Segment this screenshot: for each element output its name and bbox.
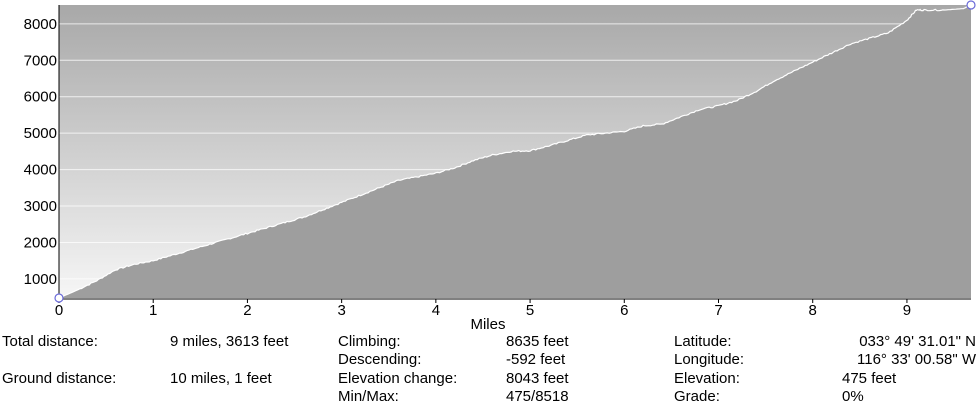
y-tick-label-4000: 4000	[24, 162, 57, 179]
y-tick-label-6000: 6000	[24, 89, 57, 106]
elevation-line	[58, 4, 972, 299]
grade-label: Grade:	[674, 388, 720, 405]
y-tick-label-2000: 2000	[24, 234, 57, 251]
y-tick-label-3000: 3000	[24, 198, 57, 215]
grade-value: 0%	[842, 388, 864, 405]
climbing-label: Climbing:	[338, 333, 401, 350]
y-tick-label-8000: 8000	[24, 16, 57, 33]
y-tick-label-5000: 5000	[24, 125, 57, 142]
longitude-label: Longitude:	[674, 351, 745, 368]
total-distance-value: 9 miles, 3613 feet	[170, 333, 289, 350]
elevation-value: 475 feet	[842, 370, 897, 387]
x-tick-label-5: 5	[526, 302, 534, 319]
descending-value: -592 feet	[506, 351, 566, 368]
y-tick-label-1000: 1000	[24, 271, 57, 288]
x-tick-label-4: 4	[432, 302, 440, 319]
minmax-value: 475/8518	[506, 388, 569, 405]
start-marker	[54, 293, 64, 303]
x-tick-label-0: 0	[55, 302, 63, 319]
x-tick-label-9: 9	[903, 302, 911, 319]
climbing-value: 8635 feet	[506, 333, 569, 350]
minmax-label: Min/Max:	[338, 388, 399, 405]
ground-distance-label: Ground distance:	[2, 370, 117, 387]
x-tick-label-7: 7	[714, 302, 722, 319]
y-tick-label-7000: 7000	[24, 52, 57, 69]
x-axis-title: Miles	[470, 316, 505, 331]
ground-distance-value: 10 miles, 1 feet	[170, 370, 272, 387]
x-tick-label-3: 3	[337, 302, 345, 319]
total-distance-label: Total distance:	[2, 333, 98, 350]
elevation-change-label: Elevation change:	[338, 370, 458, 387]
longitude-value: 116° 33' 00.58" W	[857, 351, 976, 368]
elevation-label: Elevation:	[674, 370, 740, 387]
stats-panel: Total distance: 9 miles, 3613 feet Groun…	[0, 331, 980, 419]
x-tick-label-8: 8	[809, 302, 817, 319]
end-marker	[966, 0, 976, 10]
x-tick-label-1: 1	[149, 302, 157, 319]
elevation-change-value: 8043 feet	[506, 370, 569, 387]
latitude-label: Latitude:	[674, 333, 732, 350]
x-tick-label-2: 2	[243, 302, 251, 319]
descending-label: Descending:	[338, 351, 422, 368]
x-tick-label-6: 6	[620, 302, 628, 319]
elevation-profile-chart: 1000 2000 3000 4000 5000 6000 7000 8000 0 1 2 3 4 5 6…	[24, 0, 976, 331]
latitude-value: 033° 49' 31.01" N	[859, 333, 976, 350]
